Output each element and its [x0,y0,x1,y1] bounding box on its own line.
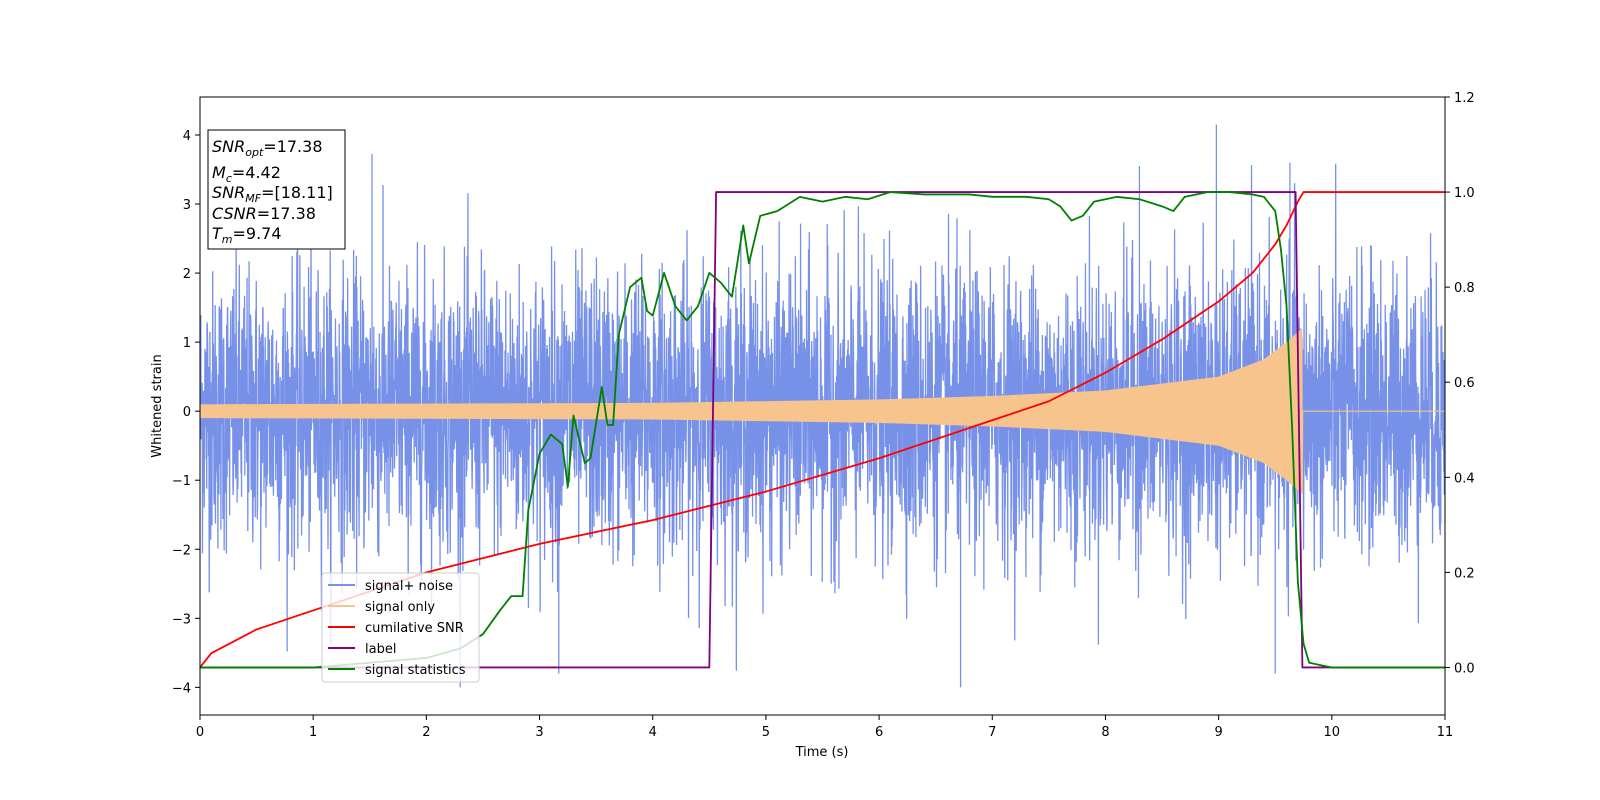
info-box-frame [207,129,346,250]
x-tick-label: 9 [1214,725,1222,740]
y-left-tick-label: −4 [172,681,191,696]
plot-area [200,124,1445,688]
info-mc: Mc=4.42 [212,163,281,185]
x-tick-label: 5 [762,725,770,740]
x-tick-label: 3 [535,725,543,740]
y-left-tick-label: 0 [183,405,191,420]
y-right-tick-label: 0.2 [1454,566,1475,581]
x-axis-label: Time (s) [795,745,849,760]
legend: signal+ noise signal only cumilative SNR la… [321,572,480,683]
series-line-signal-statistics [200,191,1445,669]
x-tick-label: 10 [1324,725,1341,740]
x-tick-label: 7 [988,725,996,740]
legend-frame [321,572,480,683]
x-tick-label: 2 [422,725,430,740]
y-left-tick-label: 2 [183,267,191,282]
x-tick-label: 1 [309,725,317,740]
y-right-tick-label: 0.6 [1454,376,1475,391]
x-tick-label: 8 [1101,725,1109,740]
x-tick-label: 6 [875,725,883,740]
info-box: SNRopt=17.38 Mc=4.42 SNRMF=[18.11] CSNR=… [207,129,346,250]
legend-label: cumilative SNR [365,621,464,636]
info-csnr: CSNR=17.38 [212,204,316,223]
y-right-tick-label: 0.0 [1454,661,1475,676]
x-axis: 0 1 2 3 4 5 6 7 8 9 10 11 [196,715,1453,740]
y-right-tick-label: 1.2 [1454,91,1475,106]
info-snr-opt: SNRopt=17.38 [212,137,323,159]
x-tick-label: 4 [649,725,657,740]
info-snr-mf: SNRMF=[18.11] [212,183,333,205]
y-left-tick-label: 1 [183,336,191,351]
series-line-signal-only [200,328,1445,494]
y-right-tick-label: 0.8 [1454,281,1475,296]
y-left-tick-label: −1 [172,474,191,489]
y-axis-left-label: Whitened strain [150,354,165,457]
y-left-tick-label: −2 [172,543,191,558]
info-tm: Tm=9.74 [212,224,282,246]
legend-label: signal only [365,600,435,615]
series-line-label [200,191,1445,669]
y-right-tick-label: 1.0 [1454,186,1475,201]
plot-frame [199,96,1446,716]
y-left-tick-label: −3 [172,612,191,627]
y-axis-right: 0.0 0.2 0.4 0.6 0.8 1.0 1.2 [1445,91,1475,676]
y-axis-left: −4 −3 −2 −1 0 1 2 3 4 [172,129,200,696]
legend-label: label [365,642,396,657]
y-left-tick-label: 3 [183,198,191,213]
legend-label: signal+ noise [365,579,453,594]
x-tick-label: 0 [196,725,204,740]
x-tick-label: 11 [1437,725,1454,740]
legend-label: signal statistics [365,663,466,678]
y-right-tick-label: 0.4 [1454,471,1475,486]
y-left-tick-label: 4 [183,129,191,144]
